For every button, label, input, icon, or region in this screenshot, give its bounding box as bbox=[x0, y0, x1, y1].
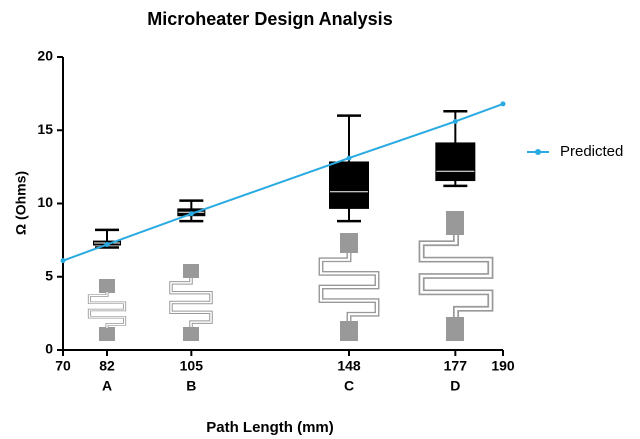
chart-title: Microheater Design Analysis bbox=[147, 9, 392, 29]
legend-marker bbox=[535, 149, 541, 155]
category-label: B bbox=[186, 378, 196, 394]
x-axis-label: Path Length (mm) bbox=[206, 419, 334, 436]
predicted-point bbox=[188, 211, 194, 217]
y-axis-label: Ω (Ohms) bbox=[13, 171, 29, 235]
y-tick-label: 5 bbox=[45, 267, 53, 283]
y-tick-label: 15 bbox=[37, 121, 53, 137]
category-label: D bbox=[450, 378, 460, 394]
box bbox=[435, 142, 476, 182]
predicted-line bbox=[62, 102, 504, 262]
x-tick-label: 190 bbox=[491, 358, 515, 374]
predicted-point bbox=[452, 118, 458, 124]
x-tick-label: 177 bbox=[444, 358, 468, 374]
x-tick-label: 148 bbox=[337, 358, 361, 374]
x-tick-label: 82 bbox=[99, 358, 115, 374]
box bbox=[329, 161, 369, 209]
category-label: C bbox=[344, 378, 354, 394]
predicted-point bbox=[60, 258, 66, 264]
legend-label: Predicted bbox=[560, 143, 623, 160]
y-tick-label: 20 bbox=[37, 48, 53, 64]
x-tick-label: 70 bbox=[55, 358, 71, 374]
x-tick-label: 105 bbox=[180, 358, 204, 374]
heater-icons bbox=[87, 211, 490, 341]
predicted-point bbox=[346, 155, 352, 161]
predicted-point bbox=[104, 242, 110, 248]
y-tick-label: 0 bbox=[45, 341, 53, 357]
predicted-point bbox=[500, 101, 506, 107]
y-tick-label: 10 bbox=[37, 194, 53, 210]
category-label: A bbox=[102, 378, 112, 394]
